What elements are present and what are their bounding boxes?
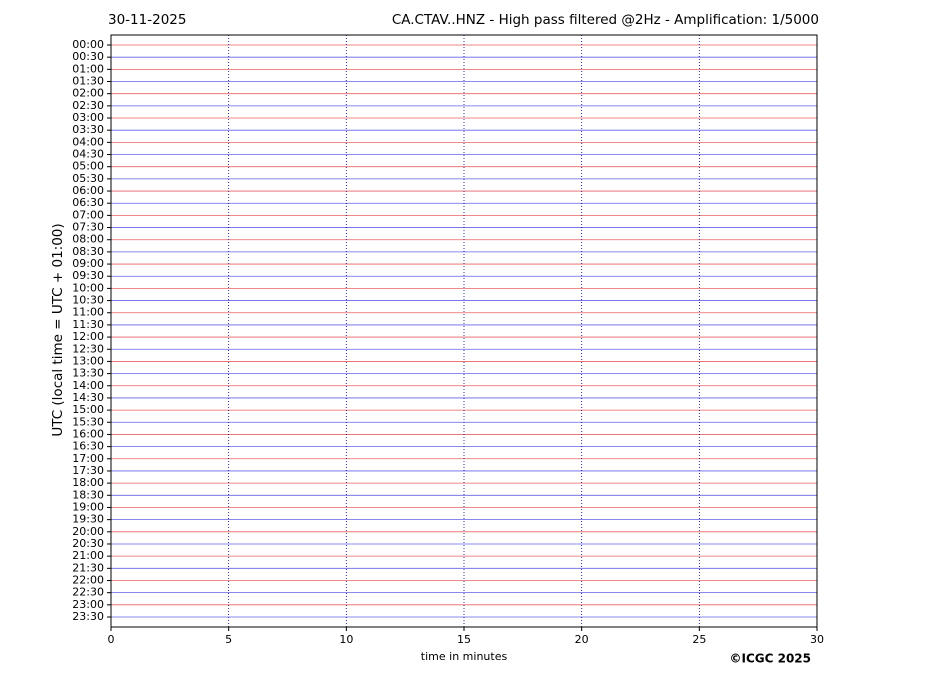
y-tick-label: 21:00	[72, 549, 104, 562]
y-tick-label: 16:00	[72, 427, 104, 440]
y-tick-label: 15:00	[72, 403, 104, 416]
y-tick-label: 01:30	[72, 75, 104, 88]
x-tick-label: 5	[225, 633, 232, 646]
y-tick-label: 20:00	[72, 525, 104, 538]
y-tick-label: 04:30	[72, 148, 104, 161]
x-tick-label: 0	[108, 633, 115, 646]
y-tick-label: 13:30	[72, 367, 104, 380]
y-tick-label: 06:30	[72, 196, 104, 209]
y-tick-label: 12:30	[72, 342, 104, 355]
y-tick-label: 08:00	[72, 233, 104, 246]
chart-title: CA.CTAV..HNZ - High pass filtered @2Hz -…	[392, 12, 819, 28]
y-tick-label: 14:30	[72, 391, 104, 404]
y-tick-label: 10:00	[72, 281, 104, 294]
y-axis-label: UTC (local time = UTC + 01:00)	[50, 223, 66, 436]
y-tick-label: 13:00	[72, 354, 104, 367]
y-tick-label: 09:30	[72, 269, 104, 282]
x-tick-label: 10	[339, 633, 353, 646]
y-tick-label: 18:00	[72, 476, 104, 489]
y-tick-label: 20:30	[72, 537, 104, 550]
x-tick-label: 15	[457, 633, 471, 646]
y-tick-label: 00:30	[72, 50, 104, 63]
y-tick-label: 23:00	[72, 598, 104, 611]
y-tick-label: 15:30	[72, 415, 104, 428]
copyright: ©ICGC 2025	[729, 652, 811, 666]
x-tick-label: 20	[575, 633, 589, 646]
y-tick-label: 06:00	[72, 184, 104, 197]
x-tick-label: 25	[692, 633, 706, 646]
y-tick-label: 05:00	[72, 160, 104, 173]
y-tick-label: 17:00	[72, 452, 104, 465]
y-tick-label: 12:00	[72, 330, 104, 343]
y-tick-label: 07:30	[72, 221, 104, 234]
date: 30-11-2025	[108, 12, 186, 28]
y-tick-label: 16:30	[72, 440, 104, 453]
y-tick-label: 10:30	[72, 294, 104, 307]
y-tick-label: 03:30	[72, 123, 104, 136]
y-tick-label: 03:00	[72, 111, 104, 124]
y-tick-label: 02:30	[72, 99, 104, 112]
y-tick-label: 05:30	[72, 172, 104, 185]
y-tick-label: 01:00	[72, 62, 104, 75]
y-tick-label: 09:00	[72, 257, 104, 270]
y-tick-label: 18:30	[72, 488, 104, 501]
x-axis-label: time in minutes	[421, 650, 508, 663]
y-tick-label: 00:00	[72, 38, 104, 51]
y-tick-label: 14:00	[72, 379, 104, 392]
y-tick-label: 11:30	[72, 318, 104, 331]
y-tick-label: 23:30	[72, 610, 104, 623]
y-tick-label: 21:30	[72, 561, 104, 574]
x-tick-label: 30	[810, 633, 824, 646]
y-tick-label: 08:30	[72, 245, 104, 258]
y-tick-label: 19:30	[72, 513, 104, 526]
y-tick-label: 22:30	[72, 586, 104, 599]
y-tick-label: 02:00	[72, 87, 104, 100]
plot-frame	[110, 34, 818, 628]
y-tick-label: 17:30	[72, 464, 104, 477]
y-tick-label: 22:00	[72, 573, 104, 586]
y-tick-label: 07:00	[72, 208, 104, 221]
y-tick-label: 04:00	[72, 135, 104, 148]
y-tick-label: 11:00	[72, 306, 104, 319]
y-tick-label: 19:00	[72, 500, 104, 513]
